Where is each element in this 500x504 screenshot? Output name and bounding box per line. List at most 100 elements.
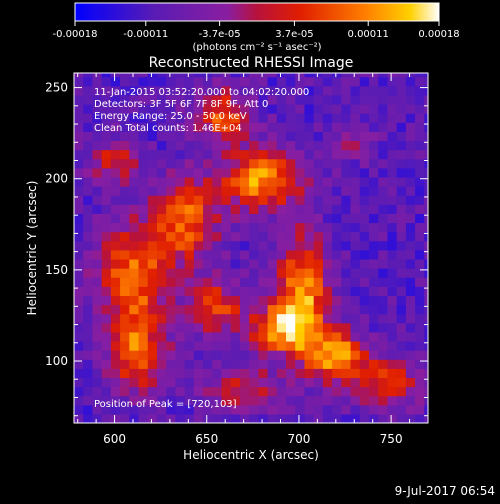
heatmap-cell xyxy=(193,277,204,287)
heatmap-cell xyxy=(101,94,112,105)
heatmap-cell xyxy=(74,176,84,187)
heatmap-cell xyxy=(184,304,195,315)
heatmap-cell xyxy=(396,213,407,224)
heatmap-cell xyxy=(387,231,398,242)
heatmap-cell xyxy=(138,350,149,360)
heatmap-cell xyxy=(184,377,195,388)
heatmap-cell xyxy=(230,73,241,78)
heatmap-cell xyxy=(166,113,177,123)
heatmap-cell xyxy=(239,113,250,123)
heatmap-cell xyxy=(387,386,398,397)
heatmap-cell xyxy=(101,240,112,251)
heatmap-cell xyxy=(424,304,428,315)
heatmap-cell xyxy=(322,231,333,242)
heatmap-cell xyxy=(249,395,259,406)
heatmap-cell xyxy=(156,277,167,287)
heatmap-cell xyxy=(359,158,370,169)
heatmap-cell xyxy=(175,404,186,415)
heatmap-cell xyxy=(249,73,259,78)
heatmap-cell xyxy=(387,304,398,315)
heatmap-cell xyxy=(341,222,352,233)
heatmap-cell xyxy=(249,350,259,360)
heatmap-cell xyxy=(267,85,278,96)
heatmap-cell xyxy=(332,103,342,114)
heatmap-cell xyxy=(110,103,121,114)
heatmap-cell xyxy=(110,322,121,333)
heatmap-cell xyxy=(350,386,361,397)
heatmap-cell xyxy=(184,322,195,333)
heatmap-cell xyxy=(120,176,130,187)
heatmap-cell xyxy=(120,122,130,132)
heatmap-cell xyxy=(230,176,241,187)
heatmap-cell xyxy=(239,176,250,187)
heatmap-cell xyxy=(193,113,204,123)
heatmap-cell xyxy=(166,404,177,415)
heatmap-cell xyxy=(221,85,232,96)
heatmap-cell xyxy=(156,386,167,397)
heatmap-cell xyxy=(230,350,241,360)
heatmap-cell xyxy=(83,377,94,388)
heatmap-cell xyxy=(193,76,204,87)
heatmap-cell xyxy=(249,286,259,296)
heatmap-cell xyxy=(350,113,361,123)
heatmap-cell xyxy=(212,322,223,333)
chart-title: Reconstructed RHESSI Image xyxy=(149,55,354,71)
heatmap-cell xyxy=(175,195,186,205)
heatmap-cell xyxy=(166,359,177,369)
heatmap-cell xyxy=(120,359,130,369)
heatmap-cell xyxy=(129,340,140,351)
heatmap-cell xyxy=(359,340,370,351)
heatmap-cell xyxy=(332,359,342,369)
heatmap-cell xyxy=(230,85,241,96)
heatmap-cell xyxy=(184,73,195,78)
y-tick-label: 250 xyxy=(45,81,68,95)
heatmap-cell xyxy=(322,295,333,306)
heatmap-cell xyxy=(378,186,389,196)
heatmap-cell xyxy=(221,404,232,415)
heatmap-cell xyxy=(166,331,177,342)
heatmap-cell xyxy=(313,377,324,388)
heatmap-cell xyxy=(147,186,158,196)
heatmap-cell xyxy=(129,313,140,324)
heatmap-cell xyxy=(405,113,416,123)
heatmap-cell xyxy=(332,322,342,333)
heatmap-cell xyxy=(313,158,324,169)
heatmap-cell xyxy=(147,73,158,78)
heatmap-cell xyxy=(378,222,389,233)
heatmap-cell xyxy=(341,213,352,224)
heatmap-cell xyxy=(258,258,269,269)
heatmap-cell xyxy=(249,85,259,96)
heatmap-cell xyxy=(341,240,352,251)
heatmap-cell xyxy=(221,122,232,132)
heatmap-cell xyxy=(359,413,370,423)
heatmap-cell xyxy=(239,413,250,423)
heatmap-cell xyxy=(249,377,259,388)
heatmap-cell xyxy=(286,186,296,196)
heatmap-cell xyxy=(396,85,407,96)
heatmap-cell xyxy=(156,286,167,296)
heatmap-cell xyxy=(120,322,130,333)
heatmap-cell xyxy=(405,277,416,287)
heatmap-cell xyxy=(239,195,250,205)
heatmap-cell xyxy=(74,140,84,151)
heatmap-cell xyxy=(156,350,167,360)
heatmap-cell xyxy=(405,413,416,423)
heatmap-cell xyxy=(258,186,269,196)
heatmap-cell xyxy=(203,231,213,242)
heatmap-cell xyxy=(138,340,149,351)
heatmap-cell xyxy=(230,231,241,242)
heatmap-cell xyxy=(193,377,204,388)
heatmap-cell xyxy=(267,368,278,379)
heatmap-cell xyxy=(332,331,342,342)
heatmap-cell xyxy=(276,73,287,78)
heatmap-cell xyxy=(212,350,223,360)
y-tick-label: 200 xyxy=(45,172,68,186)
heatmap-cell xyxy=(369,176,379,187)
heatmap-cell xyxy=(258,331,269,342)
heatmap-cell xyxy=(110,94,121,105)
heatmap-cell xyxy=(369,313,379,324)
heatmap-cell xyxy=(101,322,112,333)
heatmap-cell xyxy=(101,167,112,178)
heatmap-cell xyxy=(267,377,278,388)
heatmap-cell xyxy=(276,368,287,379)
